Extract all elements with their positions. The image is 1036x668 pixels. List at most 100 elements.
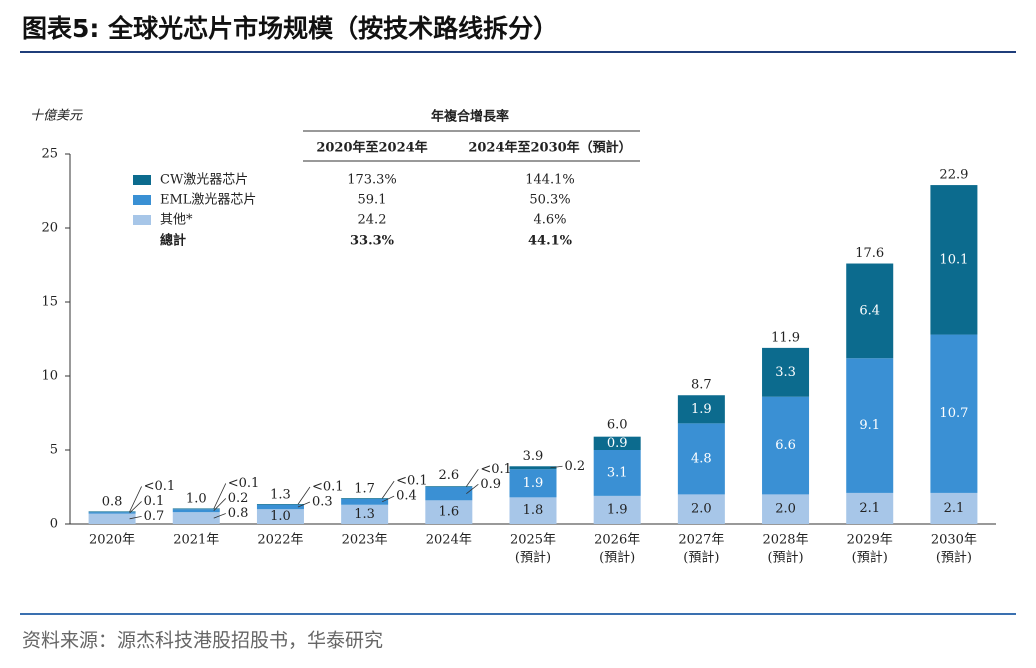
- value-label: 10.1: [939, 252, 968, 267]
- value-label: 0.9: [607, 436, 628, 451]
- x-tick-label: 2025年: [510, 533, 556, 548]
- total-label: 6.0: [607, 418, 628, 433]
- bar-segment: [846, 263, 894, 359]
- value-label: 1.9: [607, 502, 628, 517]
- x-tick-label: 2021年: [173, 533, 219, 548]
- value-label: 0.4: [396, 489, 417, 504]
- bar-segment: [762, 396, 810, 495]
- bar-segment: [930, 334, 978, 493]
- table-cell: 173.3%: [347, 173, 397, 188]
- leader-line: [129, 516, 142, 520]
- leader-line: [213, 483, 227, 510]
- bar-segment: [425, 487, 473, 501]
- y-tick-label: 25: [41, 147, 58, 162]
- bar-segment: [846, 358, 894, 493]
- x-tick-sublabel: (預計): [683, 550, 719, 566]
- table-cell: 59.1: [358, 193, 387, 208]
- bar-segment: [509, 466, 557, 470]
- value-label: 2.0: [775, 502, 796, 517]
- total-label: 0.8: [102, 495, 123, 510]
- x-tick-sublabel: (預計): [936, 550, 972, 566]
- leader-line: [129, 501, 142, 514]
- bar-segment: [256, 504, 304, 505]
- value-label: 2.1: [944, 501, 965, 516]
- value-label: 1.8: [523, 503, 544, 518]
- legend-swatch: [133, 195, 151, 205]
- value-label: 0.2: [565, 459, 586, 474]
- table-title: 年複合增長率: [431, 109, 509, 125]
- bar-segment: [593, 450, 641, 496]
- y-axis-label: 十億美元: [30, 109, 83, 124]
- value-label: 0.7: [144, 509, 165, 524]
- value-label: <0.1: [396, 474, 428, 489]
- leader-line: [466, 483, 479, 494]
- legend-label: 其他*: [160, 213, 193, 228]
- value-label: <0.1: [144, 479, 176, 494]
- total-label: 2.6: [438, 468, 459, 483]
- total-label: 3.9: [523, 449, 544, 464]
- value-label: 10.7: [939, 406, 968, 421]
- leader-line: [550, 465, 563, 469]
- legend-label: CW激光器芯片: [160, 173, 248, 188]
- y-tick-label: 15: [41, 295, 58, 310]
- value-label: 0.1: [144, 494, 165, 509]
- x-tick-label: 2023年: [342, 533, 388, 548]
- bar-segment: [425, 486, 473, 487]
- value-label: 0.2: [228, 491, 249, 506]
- value-label: 0.3: [312, 495, 333, 510]
- value-label: 9.1: [859, 418, 880, 433]
- value-label: 1.0: [270, 509, 291, 524]
- x-tick-label: 2030年: [931, 533, 977, 548]
- x-tick-sublabel: (預計): [852, 550, 888, 566]
- table-total: 44.1%: [528, 234, 573, 249]
- table-cell: 144.1%: [525, 173, 575, 188]
- x-tick-label: 2027年: [678, 533, 724, 548]
- table-column: 2024年至2030年（預計）: [468, 140, 631, 156]
- bar-segment: [930, 492, 978, 524]
- value-label: 3.1: [607, 465, 628, 480]
- bar-segment: [256, 504, 304, 510]
- y-tick-label: 0: [50, 517, 58, 532]
- leader-line: [129, 486, 142, 512]
- page-title: 图表5: 全球光芯片市场规模（按技术路线拆分）: [22, 14, 558, 43]
- bar-segment: [593, 436, 641, 450]
- x-tick-label: 2024年: [426, 533, 472, 548]
- leader-line: [213, 513, 226, 519]
- bar-segment: [677, 494, 725, 524]
- y-tick-label: 10: [41, 369, 58, 384]
- value-label: 0.8: [228, 506, 249, 521]
- leader-line: [213, 498, 227, 511]
- total-label: 22.9: [939, 168, 968, 183]
- leader-line: [381, 495, 395, 503]
- legend-swatch: [133, 175, 151, 185]
- table-cell: 24.2: [358, 213, 387, 228]
- bar-segment: [341, 504, 389, 524]
- bar-segment: [593, 495, 641, 524]
- value-label: 1.6: [438, 505, 459, 520]
- value-label: <0.1: [312, 480, 344, 495]
- table-total: 33.3%: [350, 234, 395, 249]
- bar-segment: [172, 512, 220, 524]
- leader-line: [297, 501, 311, 508]
- total-label: 1.3: [270, 487, 291, 502]
- total-label: 1.0: [186, 492, 207, 507]
- bar-segment: [88, 512, 136, 514]
- x-tick-label: 2022年: [257, 533, 303, 548]
- value-label: 2.1: [859, 501, 880, 516]
- table-cell: 4.6%: [533, 213, 566, 228]
- value-label: 6.6: [775, 438, 796, 453]
- bar-segment: [172, 509, 220, 513]
- bar-segment: [88, 513, 136, 524]
- value-label: 3.3: [775, 365, 796, 380]
- bar-segment: [930, 185, 978, 335]
- leader-line: [465, 469, 479, 487]
- bar-segment: [341, 498, 389, 505]
- total-label: 17.6: [855, 246, 884, 261]
- x-tick-sublabel: (預計): [767, 550, 803, 566]
- bar-segment: [846, 492, 894, 524]
- bar-segment: [762, 494, 810, 524]
- x-tick-label: 2028年: [762, 533, 808, 548]
- value-label: 6.4: [859, 303, 880, 318]
- source-note: 资料来源：源杰科技港股招股书，华泰研究: [22, 630, 383, 652]
